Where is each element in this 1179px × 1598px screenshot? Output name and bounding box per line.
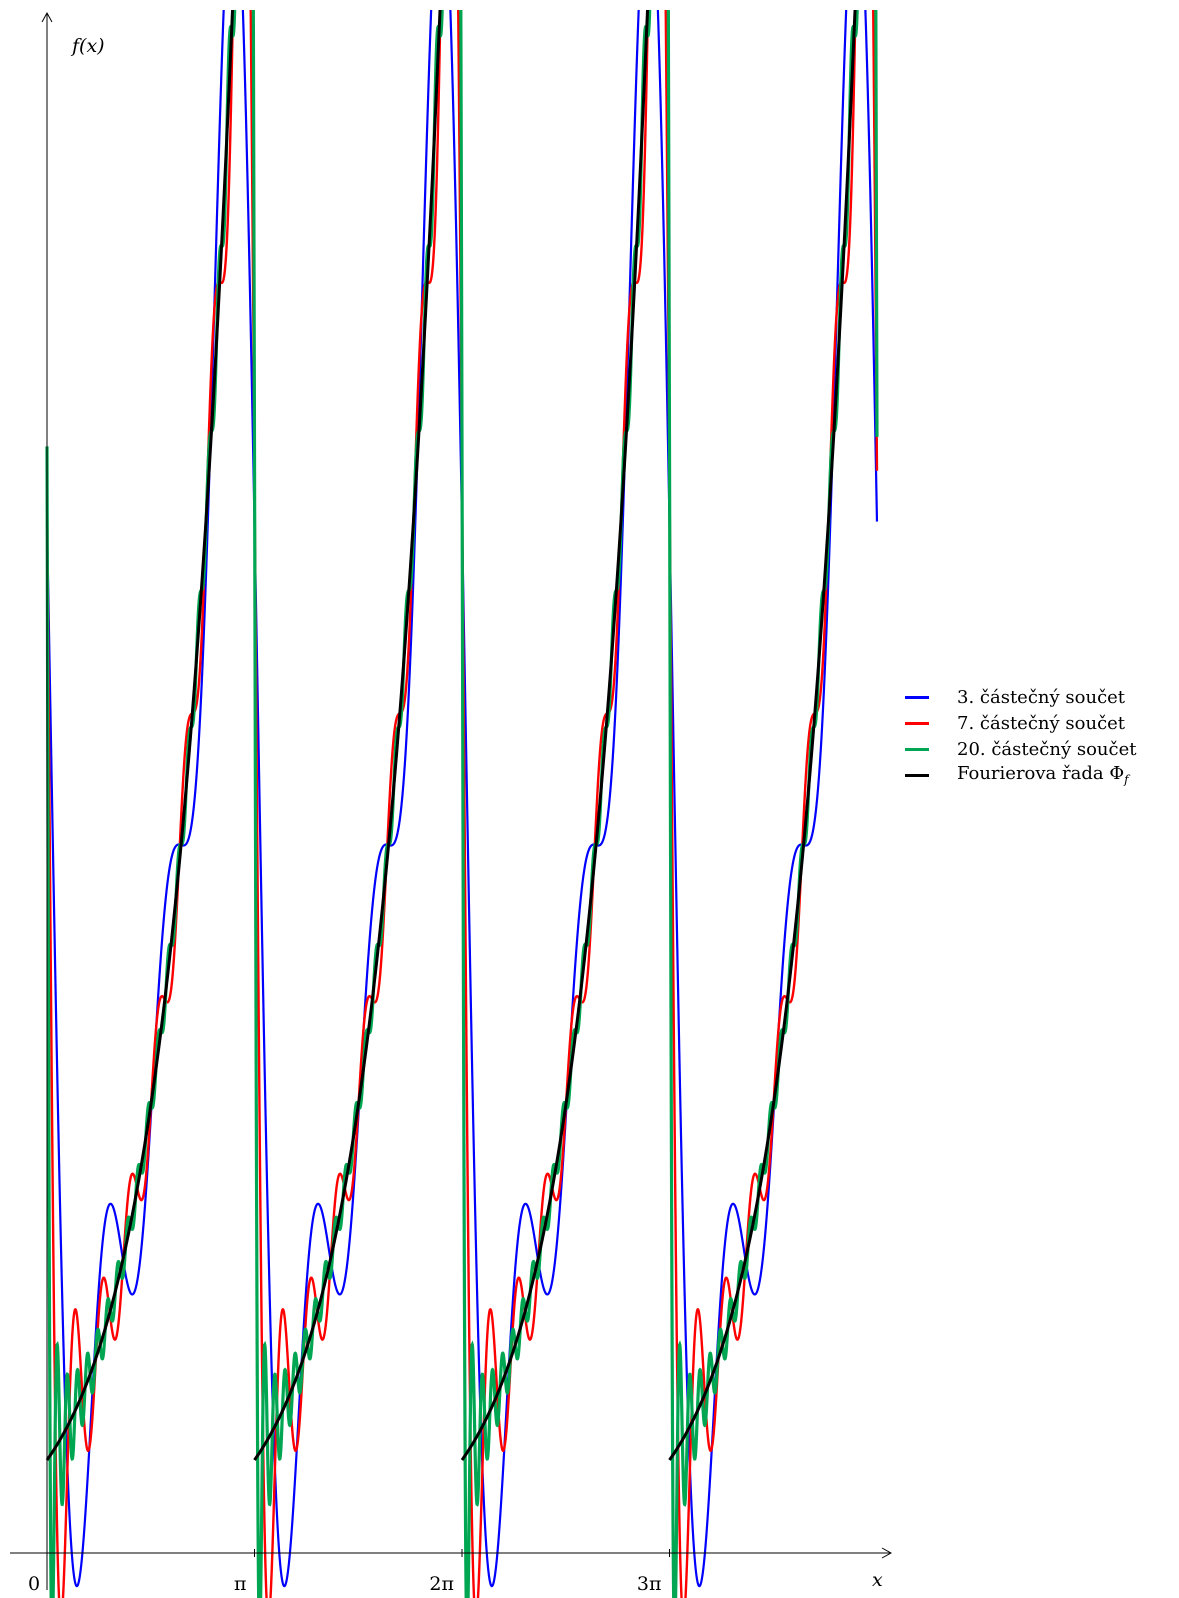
legend-label: 3. částečný součet xyxy=(957,686,1126,708)
y-axis-arrow xyxy=(41,11,53,23)
y-axis-label: f(x) xyxy=(70,35,105,57)
legend-label: 7. částečný součet xyxy=(957,712,1126,734)
series-line-exact-period-2 xyxy=(460,10,650,1461)
legend-item: 20. částečný součet xyxy=(905,736,1136,762)
legend-swatch xyxy=(905,721,929,725)
legend-label: 20. částečný součet xyxy=(957,738,1137,760)
x-axis-label: x xyxy=(872,1569,883,1591)
legend-item: Fourierova řada Φf xyxy=(905,762,1136,788)
legend-item: 3. částečný součet xyxy=(905,684,1136,710)
x-ticks: 0 π 2π 3π xyxy=(28,1549,671,1595)
series-line-exact-period-3 xyxy=(668,10,857,1461)
legend-swatch xyxy=(905,747,929,751)
legend-swatch xyxy=(905,773,929,777)
series-line-20 xyxy=(45,10,879,1598)
legend-item: 7. částečný součet xyxy=(905,710,1136,736)
series-line-exact-period-1 xyxy=(253,10,442,1461)
x-axis-arrow xyxy=(881,1547,893,1559)
x-tick-label: 2π xyxy=(429,1573,454,1595)
chart-curves xyxy=(45,10,879,1598)
legend-swatch xyxy=(905,695,929,699)
x-tick-label: 0 xyxy=(28,1573,40,1595)
legend: 3. částečný součet 7. částečný součet 20. … xyxy=(905,684,1136,788)
x-tick-label: π xyxy=(234,1573,247,1595)
x-tick-label: 3π xyxy=(637,1573,662,1595)
series-line-exact-period-0 xyxy=(45,10,235,1461)
chart-axes xyxy=(10,11,893,1590)
legend-label: Fourierova řada Φf xyxy=(957,763,1129,787)
